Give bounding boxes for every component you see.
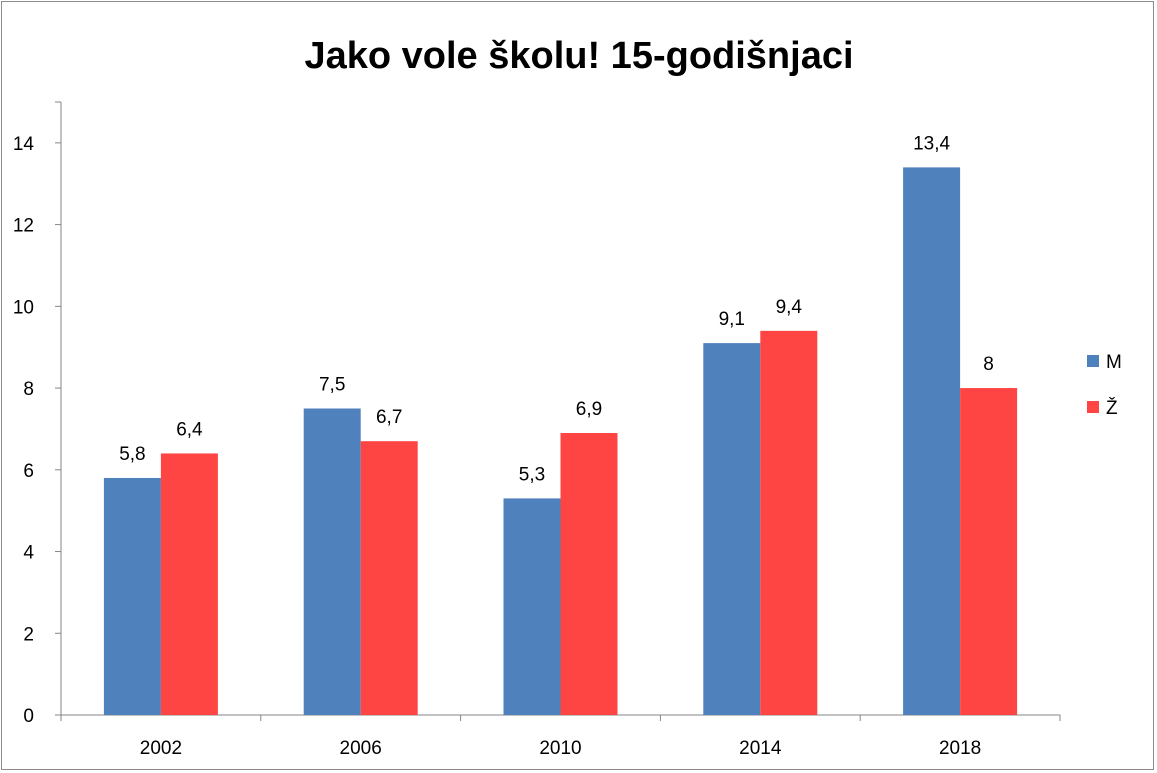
y-tick-label: 2: [23, 624, 34, 645]
data-label: 6,4: [176, 419, 203, 440]
legend-swatch: [1087, 401, 1099, 413]
bar-z: [560, 433, 618, 715]
legend-label: M: [1106, 352, 1122, 373]
bars: [103, 167, 1018, 716]
data-label: 5,3: [519, 464, 545, 485]
y-tick-label: 10: [13, 297, 34, 318]
data-label: 8: [983, 354, 994, 375]
y-tick-label: 6: [23, 461, 34, 482]
data-label: 6,7: [376, 407, 402, 428]
x-tick-label: 2006: [340, 738, 382, 759]
bar-z: [160, 453, 218, 715]
data-label: 6,9: [576, 399, 602, 420]
bar-m: [103, 477, 161, 715]
data-label: 9,1: [719, 309, 745, 330]
bar-z: [960, 388, 1018, 715]
y-tick-label: 12: [13, 216, 34, 237]
legend-label: Ž: [1106, 397, 1118, 419]
data-label: 13,4: [913, 133, 950, 154]
x-tick-label: 2014: [739, 738, 782, 759]
bar-m: [503, 498, 561, 715]
bar-z: [760, 330, 818, 715]
x-tick-label: 2002: [140, 738, 182, 759]
x-tick-label: 2018: [939, 738, 981, 759]
x-tick-label: 2010: [539, 738, 581, 759]
chart-title: Jako vole školu! 15-godišnjaci: [304, 35, 853, 77]
data-label: 5,8: [119, 444, 145, 465]
y-tick-label: 14: [13, 134, 35, 155]
bar-z: [360, 441, 418, 715]
y-tick-label: 8: [23, 379, 34, 400]
axes: 0 2 4 6 8 10 12 14 2002 2006 2010 2014 2018: [13, 101, 1061, 759]
legend: MŽ: [1087, 352, 1122, 419]
data-label: 9,4: [776, 297, 803, 318]
bar-m: [703, 343, 761, 715]
data-label: 7,5: [319, 375, 345, 396]
bar-m: [303, 408, 361, 715]
y-tick-label: 4: [23, 543, 34, 564]
bar-m: [903, 167, 961, 716]
data-labels: 5,8 6,4 7,5 6,7 5,3 6,9 9,1 9,4 13,4 8: [119, 133, 994, 485]
legend-swatch: [1087, 355, 1099, 367]
y-tick-label: 0: [23, 706, 34, 727]
